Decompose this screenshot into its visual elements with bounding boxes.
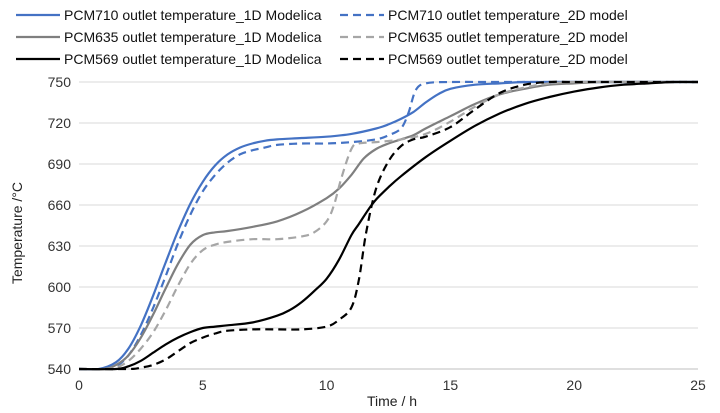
legend-label: PCM635 outlet temperature_1D Modelica [64,29,322,45]
y-axis-title: Temperature /°C [9,182,25,284]
y-tick-label: 720 [48,115,72,131]
series-line-pcm569-outlet-temperature-2d-model [78,80,698,371]
x-tick-label: 5 [199,377,207,393]
gridlines [79,81,698,329]
x-axis-title: Time / h [367,393,417,409]
legend-label: PCM710 outlet temperature_2D model [388,7,628,23]
legend: PCM710 outlet temperature_1D Modelica PCM… [16,7,628,67]
y-tick-label: 750 [48,74,72,90]
y-tick-label: 660 [48,197,72,213]
y-tick-label: 570 [48,320,72,336]
y-tick-label: 600 [48,279,72,295]
x-tick-label: 15 [443,377,459,393]
y-tick-label: 630 [48,238,72,254]
series-line-pcm635-outlet-temperature-2d-model [78,80,698,371]
x-tick-label: 0 [75,377,83,393]
series-line-pcm569-outlet-temperature-1d-modelica [78,80,699,371]
legend-label: PCM569 outlet temperature_2D model [388,51,628,67]
x-tick-label: 25 [690,377,706,393]
y-tick-label: 540 [48,361,72,377]
legend-label: PCM569 outlet temperature_1D Modelica [64,51,322,67]
legend-label: PCM710 outlet temperature_1D Modelica [64,7,322,23]
y-tick-label: 690 [48,156,72,172]
legend-label: PCM635 outlet temperature_2D model [388,29,628,45]
series-line-pcm635-outlet-temperature-1d-modelica [78,80,698,371]
tick-labels: 540 570 600 630 660 690 720 750 0 5 10 15 20 25 [48,74,706,393]
x-tick-label: 10 [319,377,335,393]
series-line-pcm710-outlet-temperature-2d-model [78,80,698,371]
series-line-pcm710-outlet-temperature-1d-modelica [78,80,698,371]
series-lines [78,80,699,371]
x-tick-label: 20 [566,377,582,393]
